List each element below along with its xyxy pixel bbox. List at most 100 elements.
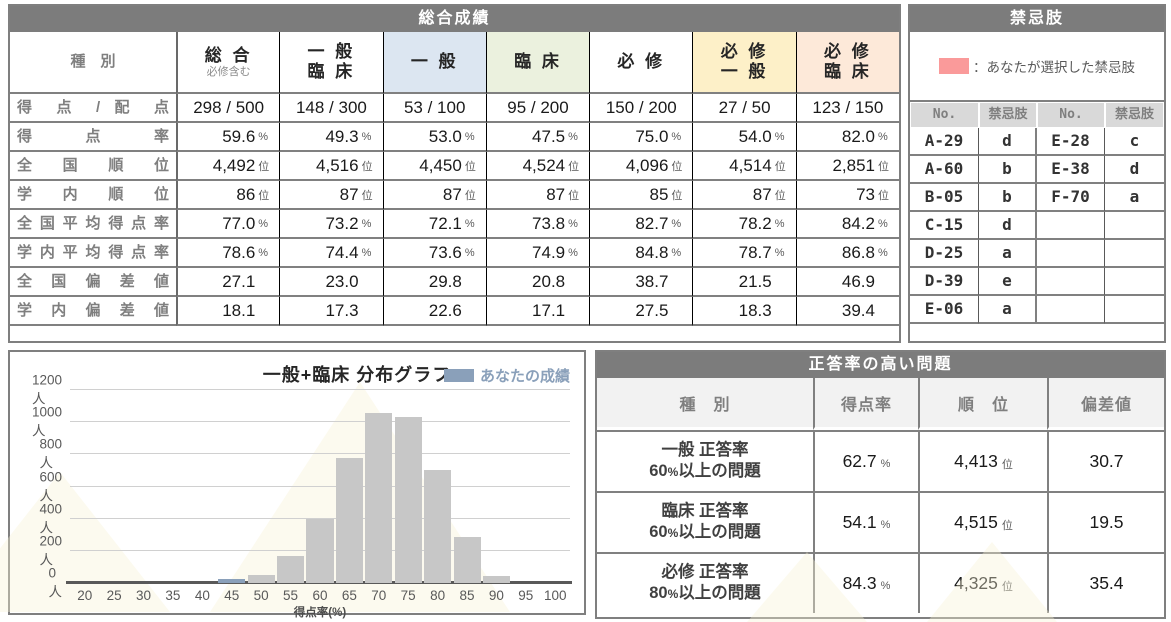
- x-tick-label: 30: [136, 588, 152, 603]
- value-cell: 150 / 200: [589, 94, 693, 123]
- y-axis-tick-label: 800人: [39, 436, 62, 471]
- value-cell: 39.4: [795, 297, 899, 326]
- value-text: 4,516: [316, 155, 359, 175]
- rank-value: 4,515: [954, 512, 998, 532]
- value-cell: 38.7: [589, 268, 693, 297]
- value-unit: %: [774, 246, 785, 259]
- question-type-line1: 必修 正答率: [661, 563, 749, 581]
- x-tick-label: 90: [488, 588, 504, 603]
- value-text: 73.6: [428, 242, 462, 262]
- kinshi-number-cell: [1037, 296, 1105, 324]
- contraindicated-legend: ：あなたが選択した禁忌肢: [910, 32, 1164, 100]
- value-cell: 18.3: [692, 297, 796, 326]
- column-header-3: 一 般: [382, 32, 486, 94]
- value-text: 87: [339, 184, 359, 204]
- kinshi-choice-cell: b: [979, 156, 1037, 184]
- value-text: 46.9: [841, 271, 875, 291]
- chart-legend-label: あなたの成績: [479, 368, 570, 385]
- selected-choice-color-swatch: [939, 58, 969, 74]
- score-rate-unit: %: [880, 457, 891, 470]
- value-unit: 位: [361, 160, 373, 173]
- value-cell: 87 位: [485, 181, 590, 210]
- value-unit: %: [464, 217, 475, 230]
- value-text: 20.8: [532, 271, 566, 291]
- value-text: 87: [442, 184, 462, 204]
- value-text: 59.6: [222, 126, 256, 146]
- rank-cell: 4,515 位: [918, 491, 1047, 552]
- value-text: 53.0: [428, 126, 462, 146]
- value-cell: 46.9: [795, 268, 899, 297]
- kinshi-number-cell: E-28: [1037, 128, 1105, 156]
- kinshi-number-cell: B-05: [910, 184, 979, 212]
- y-axis-tick-label: 400人: [39, 501, 62, 536]
- value-unit: 位: [671, 160, 683, 173]
- value-unit: %: [877, 217, 888, 230]
- value-text: 150 / 200: [605, 97, 677, 117]
- gridline: [70, 421, 570, 423]
- question-type-line2: 60%以上の問題: [649, 523, 761, 541]
- kinshi-choice-cell: d: [979, 128, 1037, 156]
- rank-unit: 位: [1001, 580, 1013, 593]
- column-header-7: 必 修臨 床: [795, 32, 899, 94]
- kinshi-col-header: 禁忌肢: [979, 102, 1037, 128]
- histogram-bar: [482, 575, 510, 583]
- kinshi-choice-cell: a: [1105, 184, 1164, 212]
- value-cell: 47.5%: [485, 123, 590, 152]
- column-header-1: 総 合必修含む: [176, 32, 280, 94]
- kinshi-choice-cell: d: [1105, 156, 1164, 184]
- value-text: 27.1: [222, 271, 256, 291]
- value-cell: 75.0%: [589, 123, 693, 152]
- column-header-line2: 一 般: [720, 62, 769, 81]
- value-text: 47.5: [532, 126, 566, 146]
- score-rate-unit: %: [880, 518, 891, 531]
- kinshi-choice-cell: [1105, 212, 1164, 240]
- value-text: 73.8: [532, 213, 566, 233]
- kinshi-number-cell: [1037, 212, 1105, 240]
- value-unit: %: [568, 217, 578, 230]
- value-cell: 22.6: [382, 297, 486, 326]
- value-cell: 82.7%: [589, 210, 693, 239]
- overall-results-title: 総合成績: [10, 6, 899, 32]
- value-cell: 4,450 位: [382, 152, 486, 181]
- x-tick-label: 65: [341, 588, 357, 603]
- value-cell: 59.6%: [176, 123, 280, 152]
- value-text: 78.2: [738, 213, 772, 233]
- score-rate-cell: 84.3%: [813, 552, 918, 613]
- value-unit: 位: [671, 189, 683, 202]
- value-cell: 4,096 位: [589, 152, 693, 181]
- value-text: 77.0: [222, 213, 256, 233]
- value-text: 38.7: [635, 271, 669, 291]
- row-label: 学 内 順 位: [10, 181, 176, 210]
- rank-value: 4,325: [954, 573, 998, 593]
- value-cell: 53 / 100: [382, 94, 486, 123]
- kinshi-number-cell: D-25: [910, 240, 979, 268]
- value-cell: 85 位: [589, 181, 693, 210]
- y-axis-tick-label: 200人: [39, 533, 62, 568]
- score-rate-value: 54.1: [842, 512, 877, 532]
- deviation-value: 35.4: [1089, 573, 1124, 593]
- column-header-line1: 必 修: [617, 52, 666, 71]
- value-cell: 4,514 位: [692, 152, 796, 181]
- contraindicated-title: 禁忌肢: [910, 6, 1164, 32]
- value-text: 4,450: [419, 155, 462, 175]
- value-cell: 54.0%: [692, 123, 796, 152]
- value-text: 22.6: [428, 300, 462, 320]
- x-tick-label: 60: [312, 588, 328, 603]
- value-unit: 位: [258, 160, 270, 173]
- value-cell: 78.7%: [692, 239, 796, 268]
- seitou-col-header: 種 別: [597, 378, 813, 430]
- score-rate-cell: 62.7%: [813, 430, 918, 491]
- value-unit: %: [361, 217, 372, 230]
- kinshi-choice-cell: b: [979, 184, 1037, 212]
- value-text: 73: [856, 184, 875, 204]
- value-text: 2,851: [832, 155, 875, 175]
- value-text: 84.8: [635, 242, 669, 262]
- rank-cell: 4,413 位: [918, 430, 1047, 491]
- value-cell: 74.4%: [279, 239, 383, 268]
- row-label: 全 国 偏 差 値: [10, 268, 176, 297]
- deviation-cell: 19.5: [1047, 491, 1164, 552]
- rank-value: 4,413: [954, 451, 998, 471]
- row-label: 全国平均得点率: [10, 210, 176, 239]
- your-score-bar: [218, 578, 246, 583]
- gridline: [70, 517, 570, 519]
